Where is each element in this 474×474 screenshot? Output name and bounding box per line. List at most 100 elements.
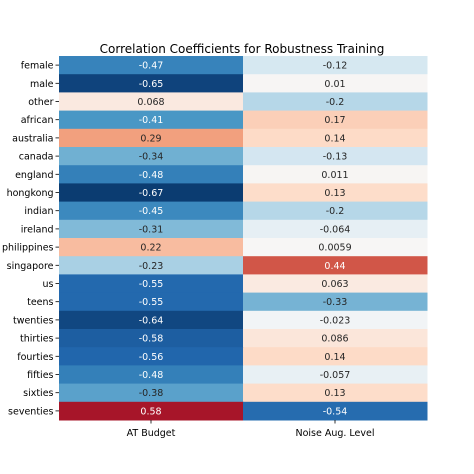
row-label-thirties: thirties xyxy=(20,334,54,345)
column-tick-labels: AT Budget Noise Aug. Level xyxy=(127,420,375,439)
heatmap-cell-label-thirties-0: -0.58 xyxy=(139,334,164,345)
heatmap-cell-label-singapore-1: 0.44 xyxy=(324,261,345,272)
row-label-australia: australia xyxy=(12,133,53,144)
heatmap-cell-label-fourties-1: 0.14 xyxy=(324,352,345,363)
heatmap-cell-label-indian-0: -0.45 xyxy=(139,206,164,217)
heatmap-cell-canada-1 xyxy=(243,147,428,166)
heatmap-cell-label-us-1: 0.063 xyxy=(321,279,348,290)
heatmap-cell-label-male-0: -0.65 xyxy=(139,79,164,90)
row-label-philippines: philippines xyxy=(2,243,54,254)
heatmap-cell-label-other-0: 0.068 xyxy=(137,97,164,108)
heatmap-cell-thirties-1 xyxy=(243,329,428,348)
heatmap-cell-ireland-1 xyxy=(243,219,428,239)
row-label-us: us xyxy=(43,279,54,290)
heatmap-cell-label-female-1: -0.12 xyxy=(323,61,348,72)
heatmap-cell-male-0 xyxy=(59,74,244,93)
column-label-1: Noise Aug. Level xyxy=(295,428,374,439)
heatmap-cell-label-seventies-0: 0.58 xyxy=(140,406,161,417)
heatmap-cell-label-england-0: -0.48 xyxy=(139,170,164,181)
row-label-england: england xyxy=(15,170,53,181)
heatmap-cell-label-philippines-1: 0.0059 xyxy=(318,243,351,254)
heatmap-cell-label-twenties-1: -0.023 xyxy=(320,315,351,326)
heatmap-cell-philippines-1 xyxy=(243,238,428,257)
heatmap-cell-label-african-0: -0.41 xyxy=(139,115,164,126)
heatmap-cell-label-philippines-0: 0.22 xyxy=(140,243,161,254)
heatmap-cell-other-1 xyxy=(243,92,428,112)
heatmap-cell-fourties-1 xyxy=(243,347,428,366)
heatmap-cell-label-singapore-0: -0.23 xyxy=(139,261,164,272)
heatmap-cell-indian-0 xyxy=(59,201,244,221)
row-label-seventies: seventies xyxy=(8,406,53,417)
heatmap-cell-label-thirties-1: 0.086 xyxy=(321,334,348,345)
heatmap-cell-seventies-1 xyxy=(243,401,428,421)
heatmap-cell-hongkong-0 xyxy=(59,183,244,203)
heatmap-cell-african-0 xyxy=(59,110,244,130)
heatmap-cell-twenties-1 xyxy=(243,310,428,330)
heatmap-cell-fourties-0 xyxy=(59,347,244,366)
heatmap-cell-label-male-1: 0.01 xyxy=(324,79,345,90)
heatmap-cell-label-seventies-1: -0.54 xyxy=(323,406,348,417)
heatmap-cell-label-teens-0: -0.55 xyxy=(139,297,164,308)
heatmap-cell-label-other-1: -0.2 xyxy=(326,97,345,108)
heatmap-cell-label-canada-0: -0.34 xyxy=(139,152,164,163)
column-label-0: AT Budget xyxy=(127,428,176,439)
heatmap-cell-label-sixties-1: 0.13 xyxy=(324,388,345,399)
chart-title: Correlation Coefficients for Robustness … xyxy=(100,42,385,56)
row-label-male: male xyxy=(30,79,54,90)
heatmap-cell-sixties-1 xyxy=(243,383,428,403)
heatmap-cell-label-teens-1: -0.33 xyxy=(323,297,348,308)
row-label-african: african xyxy=(21,115,54,126)
row-label-hongkong: hongkong xyxy=(7,188,54,199)
heatmap-cell-singapore-0 xyxy=(59,256,244,275)
heatmap-cell-female-0 xyxy=(59,56,244,75)
heatmap-cell-twenties-0 xyxy=(59,310,244,330)
heatmap-cell-label-twenties-0: -0.64 xyxy=(139,315,164,326)
heatmap-cell-label-fifties-1: -0.057 xyxy=(320,370,351,381)
heatmap-cell-other-0 xyxy=(59,92,244,112)
heatmap-cell-ireland-0 xyxy=(59,219,244,239)
heatmap-cell-philippines-0 xyxy=(59,238,244,257)
heatmap-cell-label-ireland-0: -0.31 xyxy=(139,224,164,235)
row-label-canada: canada xyxy=(19,152,54,163)
row-label-sixties: sixties xyxy=(23,388,53,399)
row-label-other: other xyxy=(28,97,53,108)
heatmap-cell-thirties-0 xyxy=(59,329,244,348)
heatmap-cell-fifties-1 xyxy=(243,365,428,385)
row-label-indian: indian xyxy=(24,206,53,217)
row-label-teens: teens xyxy=(27,297,53,308)
heatmap-cell-teens-1 xyxy=(243,292,428,312)
heatmap-cell-england-0 xyxy=(59,165,244,184)
heatmap-cell-label-sixties-0: -0.38 xyxy=(139,388,164,399)
row-label-twenties: twenties xyxy=(13,315,54,326)
heatmap-cell-label-england-1: 0.011 xyxy=(321,170,348,181)
heatmap-cell-african-1 xyxy=(243,110,428,130)
heatmap-cell-seventies-0 xyxy=(59,401,244,421)
heatmap-cell-label-fifties-0: -0.48 xyxy=(139,370,164,381)
heatmap-cell-england-1 xyxy=(243,165,428,184)
heatmap-cell-label-hongkong-0: -0.67 xyxy=(139,188,164,199)
row-tick-labels: female male other african australia canada eng… xyxy=(2,61,59,417)
row-label-fourties: fourties xyxy=(17,352,53,363)
heatmap-cells: -0.47 -0.12 -0.65 0.01 0.068 -0.2 -0.41 0.17 0.2… xyxy=(59,56,428,421)
heatmap-cell-label-african-1: 0.17 xyxy=(324,115,345,126)
heatmap-cell-australia-0 xyxy=(59,128,244,148)
heatmap-cell-label-female-0: -0.47 xyxy=(139,61,164,72)
heatmap-cell-singapore-1 xyxy=(243,256,428,275)
row-label-female: female xyxy=(21,61,54,72)
heatmap-cell-hongkong-1 xyxy=(243,183,428,203)
heatmap-cell-label-us-0: -0.55 xyxy=(139,279,164,290)
heatmap-cell-label-hongkong-1: 0.13 xyxy=(324,188,345,199)
heatmap-cell-us-1 xyxy=(243,274,428,294)
heatmap-cell-female-1 xyxy=(243,56,428,75)
heatmap-cell-fifties-0 xyxy=(59,365,244,385)
heatmap-cell-male-1 xyxy=(243,74,428,93)
heatmap-cell-us-0 xyxy=(59,274,244,294)
heatmap-cell-sixties-0 xyxy=(59,383,244,403)
heatmap-cell-label-ireland-1: -0.064 xyxy=(320,224,351,235)
heatmap-cell-label-australia-0: 0.29 xyxy=(140,133,161,144)
heatmap-cell-label-australia-1: 0.14 xyxy=(324,133,345,144)
heatmap-cell-canada-0 xyxy=(59,147,244,166)
heatmap-cell-indian-1 xyxy=(243,201,428,221)
heatmap-cell-label-indian-1: -0.2 xyxy=(326,206,345,217)
